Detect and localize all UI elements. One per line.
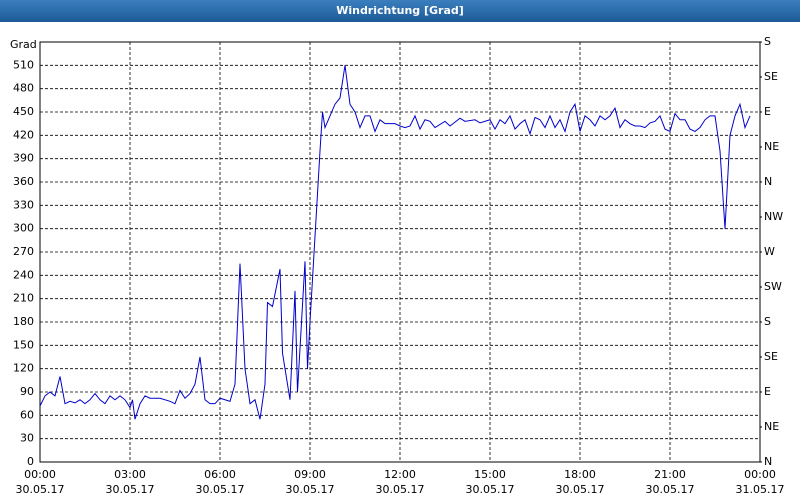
y2-tick-label: NE	[764, 140, 779, 153]
x-tick-label: 00:00 30.05.17	[15, 468, 65, 496]
y2-tick-label: W	[764, 245, 775, 258]
y-tick-label: 480	[13, 82, 34, 95]
y2-tick-label: NW	[764, 210, 783, 223]
y-tick-label: 300	[13, 222, 34, 235]
y-tick-label: 210	[13, 292, 34, 305]
y2-tick-label: NE	[764, 420, 779, 433]
y-tick-label: 510	[13, 58, 34, 71]
x-tick-label: 12:00 30.05.17	[375, 468, 425, 496]
y-tick-label: 60	[20, 408, 34, 421]
y-tick-label: 330	[13, 198, 34, 211]
y-tick-label: 420	[13, 128, 34, 141]
y-tick-label: 270	[13, 245, 34, 258]
data-line	[39, 65, 751, 420]
y-tick-label: 150	[13, 338, 34, 351]
y-tick-label: 30	[20, 432, 34, 445]
x-tick-label: 00:00 31.05.17	[735, 468, 785, 496]
y2-tick-label: S	[764, 315, 771, 328]
y-tick-label: 240	[13, 268, 34, 281]
y2-tick-label: SW	[764, 280, 782, 293]
y2-tick-label: E	[764, 105, 771, 118]
y-tick-label: 450	[13, 105, 34, 118]
y-tick-label: 90	[20, 385, 34, 398]
y-tick-label: 0	[27, 455, 34, 468]
x-tick-label: 21:00 30.05.17	[645, 468, 695, 496]
y2-tick-label: N	[764, 175, 772, 188]
y-tick-label: 120	[13, 362, 34, 375]
x-tick-label: 09:00 30.05.17	[285, 468, 335, 496]
x-tick-label: 18:00 30.05.17	[555, 468, 605, 496]
x-tick-label: 15:00 30.05.17	[465, 468, 515, 496]
y-tick-label: 360	[13, 175, 34, 188]
x-tick-label: 03:00 30.05.17	[105, 468, 155, 496]
title-bar: Windrichtung [Grad]	[0, 0, 800, 22]
y-tick-label: 180	[13, 315, 34, 328]
y2-tick-label: SE	[764, 70, 778, 83]
y2-tick-label: N	[764, 455, 772, 468]
y2-tick-label: E	[764, 385, 771, 398]
y-tick-label: 390	[13, 152, 34, 165]
y2-tick-label: SE	[764, 350, 778, 363]
x-tick-label: 06:00 30.05.17	[195, 468, 245, 496]
y-axis-label: Grad	[10, 38, 37, 51]
y2-tick-label: S	[764, 35, 771, 48]
